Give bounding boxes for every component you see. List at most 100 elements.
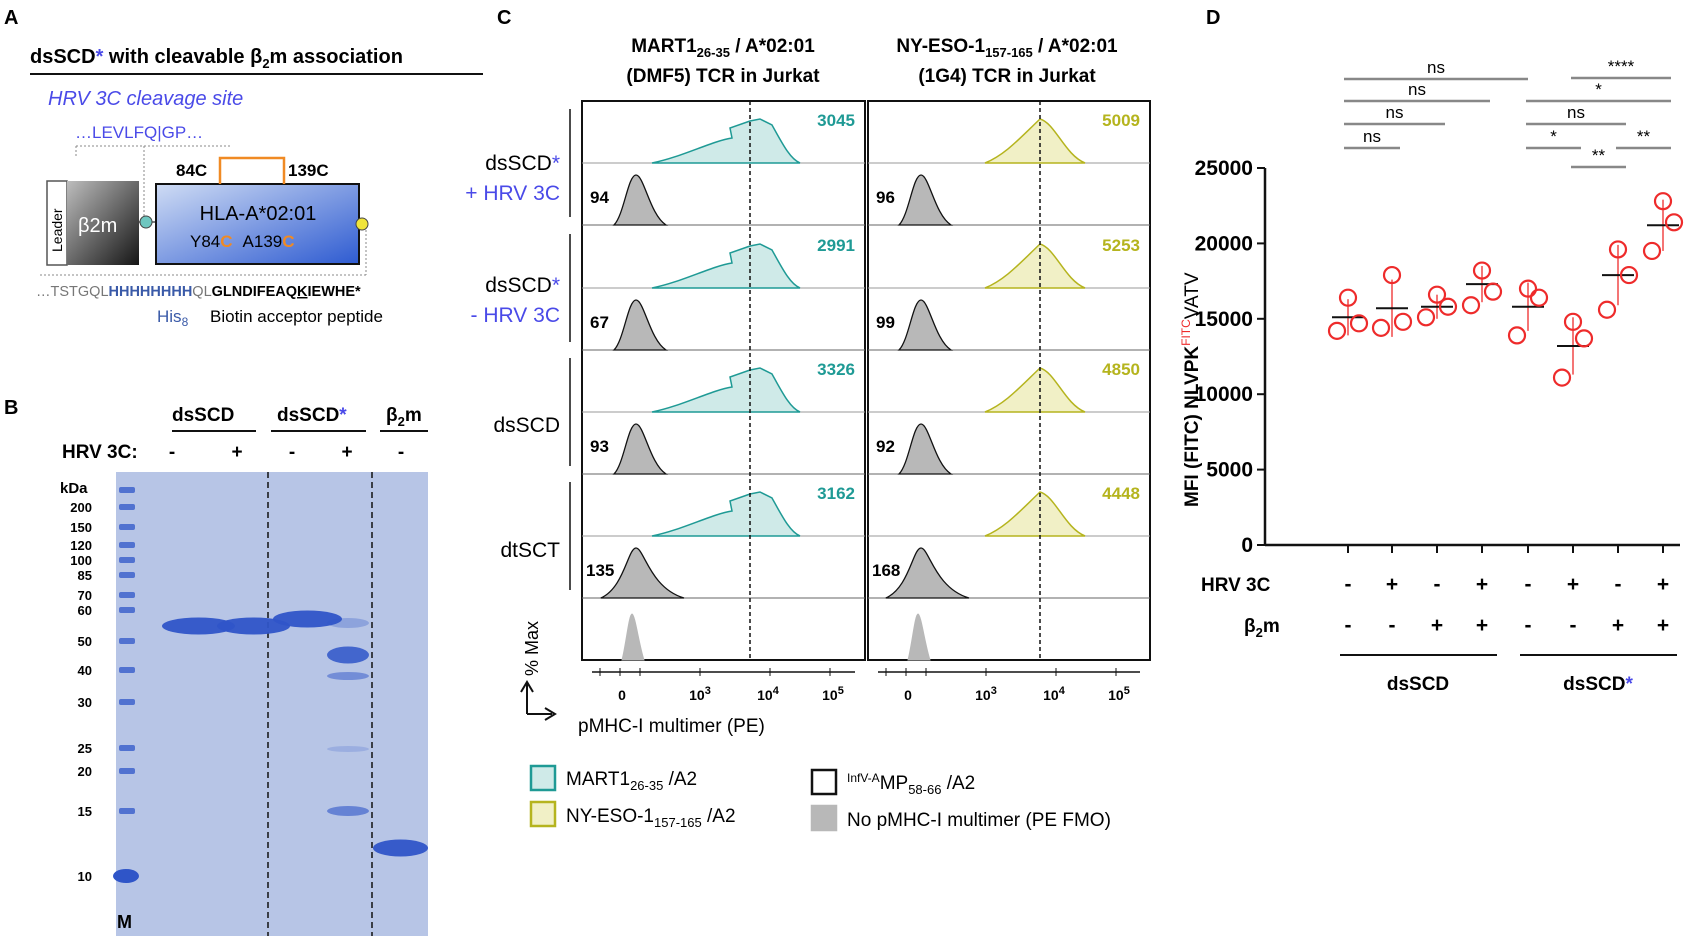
significance-label: ns [1386,103,1404,122]
sample-band [217,617,290,635]
significance-label: **** [1608,57,1635,76]
data-point [1574,329,1594,348]
hrv-sign: + [1657,573,1669,596]
x-tick-label: 105 [1108,685,1130,703]
marker-label: 100 [70,553,92,568]
legend-ny-label: NY-ESO-1157-165 /A2 [566,806,736,830]
ny-ctrl-value: 99 [876,313,895,332]
panel-c-letter: C [497,7,511,29]
marker-band [119,557,135,563]
marker-band [113,869,139,883]
legend-infv-label: InfV-AMP58-66 /A2 [847,771,975,797]
control-histogram [612,423,669,475]
gel-lane-sign: - [398,442,404,463]
significance-label: ns [1408,80,1426,99]
marker-band [119,699,135,705]
ny-mfi-value: 4850 [1102,360,1140,379]
marker-band [119,768,135,774]
row-hrv-label: HRV 3C [1201,575,1271,596]
hla-label: HLA-A*02:01 [200,203,317,225]
marker-label: 150 [70,520,92,535]
data-point [1664,213,1684,232]
marker-band [119,808,135,814]
marker-band [119,592,135,598]
b2m-sign: - [1570,614,1577,637]
b2m-sign: + [1657,614,1669,637]
legend-fmo-label: No pMHC-I multimer (PE FMO) [847,810,1111,831]
leader-label: Leader [49,208,65,252]
disulfide-bond [218,156,286,184]
data-point [1472,261,1492,280]
histogram-column-frame [581,100,866,661]
sample-band [373,839,428,857]
b2m-sign: - [1525,614,1532,637]
cleavage-site-sequence: …LEVLFQ|GP… [75,123,203,142]
col1-title-line2: (DMF5) TCR in Jurkat [626,66,820,87]
x-tick-label: 103 [689,685,711,703]
row-b2m-label: β2m [1244,616,1280,640]
hrv-label: HRV 3C: [62,442,138,463]
sample-band [327,746,369,752]
tag-sequence: …TSTGQLHHHHHHHHQLGLNDIFEAQKIEWHE* [36,284,361,300]
hrv-sign: + [1386,573,1398,596]
marker-label: 40 [78,663,92,678]
control-histogram [612,174,669,226]
b2m-sign: + [1476,614,1488,637]
marker-label: 30 [78,695,92,710]
legend-ny-swatch [529,800,557,828]
significance-label: ns [1427,58,1445,77]
control-histogram [885,547,970,599]
data-point [1608,240,1628,259]
x-tick-label: 103 [975,685,997,703]
y-tick-label: 20000 [1195,232,1253,255]
ny-mfi-value: 4448 [1102,484,1140,503]
histogram-x-axis: 0 103 104 105 0 103 104 105 [592,668,1140,703]
marker-label: 120 [70,538,92,553]
tag-site-marker [355,217,369,231]
data-point [1416,308,1436,327]
data-point [1529,288,1549,307]
marker-label: 85 [78,568,92,583]
b2m-sign: - [1345,614,1352,637]
positive-histogram [651,118,801,164]
data-point [1483,282,1503,301]
ny-mfi-value: 5009 [1102,111,1140,130]
marker-band [119,487,135,493]
panel-d-letter: D [1206,7,1220,29]
panel-b: B dsSCD dsSCD* β2m HRV 3C: - + - + - kDa 200… [4,397,428,936]
positive-histogram [651,491,801,537]
data-point [1349,314,1369,333]
marker-band [119,638,135,644]
col2-title-line2: (1G4) TCR in Jurkat [918,66,1096,87]
sample-band [162,617,235,635]
significance-label: ** [1637,127,1651,146]
hrv-sign: - [1345,573,1352,596]
data-point [1338,288,1358,307]
gel-lane-sign: + [341,442,352,463]
control-histogram [612,299,669,351]
panel-b-letter: B [4,397,18,419]
positive-histogram [651,367,801,413]
marker-label: 10 [78,869,92,884]
significance-label: ns [1567,103,1585,122]
col2-title-line1: NY-ESO-1157-165 / A*02:01 [896,36,1118,60]
panel-a-title: dsSCD* with cleavable β2m association [30,46,403,71]
panel-a-letter: A [4,7,18,29]
cleavage-site-marker [139,215,153,229]
marker-band [119,667,135,673]
mart-mfi-value: 3326 [817,360,855,379]
data-point [1371,318,1391,337]
legend-infv-swatch [810,768,838,796]
positive-histogram [984,243,1086,289]
marker-band [119,572,135,578]
data-point [1653,192,1673,211]
mart-ctrl-value: 67 [590,313,609,332]
x-tick-label: 0 [618,687,626,703]
row-sublabel: - HRV 3C [471,304,560,327]
ny-ctrl-value: 96 [876,188,895,207]
hrv-sign: - [1525,573,1532,596]
positive-histogram [651,243,801,289]
control-histogram [897,423,954,475]
row-sublabel: + HRV 3C [465,182,560,205]
y-tick-label: 25000 [1195,157,1253,180]
